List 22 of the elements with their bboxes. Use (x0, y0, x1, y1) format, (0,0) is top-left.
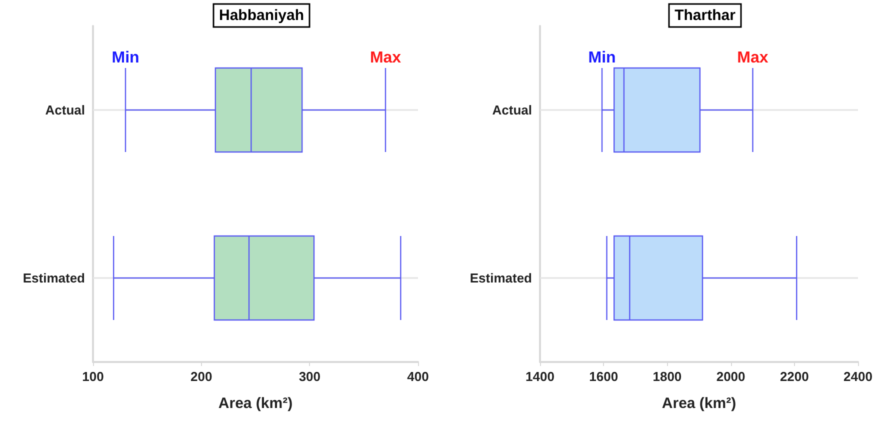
x-axis-title: Area (km²) (662, 395, 736, 412)
annotation: Max (370, 50, 402, 66)
annotation: Min (588, 50, 616, 66)
x-tick-label: 1400 (526, 369, 554, 384)
chart-title: Tharthar (674, 7, 736, 24)
x-tick-label: 100 (82, 369, 104, 384)
x-tick-label: 400 (407, 369, 429, 384)
y-tick-label: Estimated (470, 270, 532, 286)
x-tick-label: 2200 (780, 369, 809, 384)
x-tick-label: 2000 (716, 369, 746, 384)
x-tick-label: 200 (190, 369, 212, 384)
x-tick-label: 1800 (652, 369, 682, 384)
y-tick-label: Actual (45, 102, 85, 118)
x-tick-label: 300 (298, 369, 321, 384)
chart-title: Habbaniyah (218, 7, 304, 24)
x-axis-title: Area (km²) (218, 395, 293, 412)
x-tick-label: 1600 (589, 369, 618, 384)
annotation: Max (737, 50, 768, 66)
annotation: Min (112, 50, 140, 66)
y-tick-label: Actual (492, 102, 532, 118)
y-tick-label: Estimated (22, 270, 86, 286)
x-tick-label: 2400 (844, 369, 872, 384)
